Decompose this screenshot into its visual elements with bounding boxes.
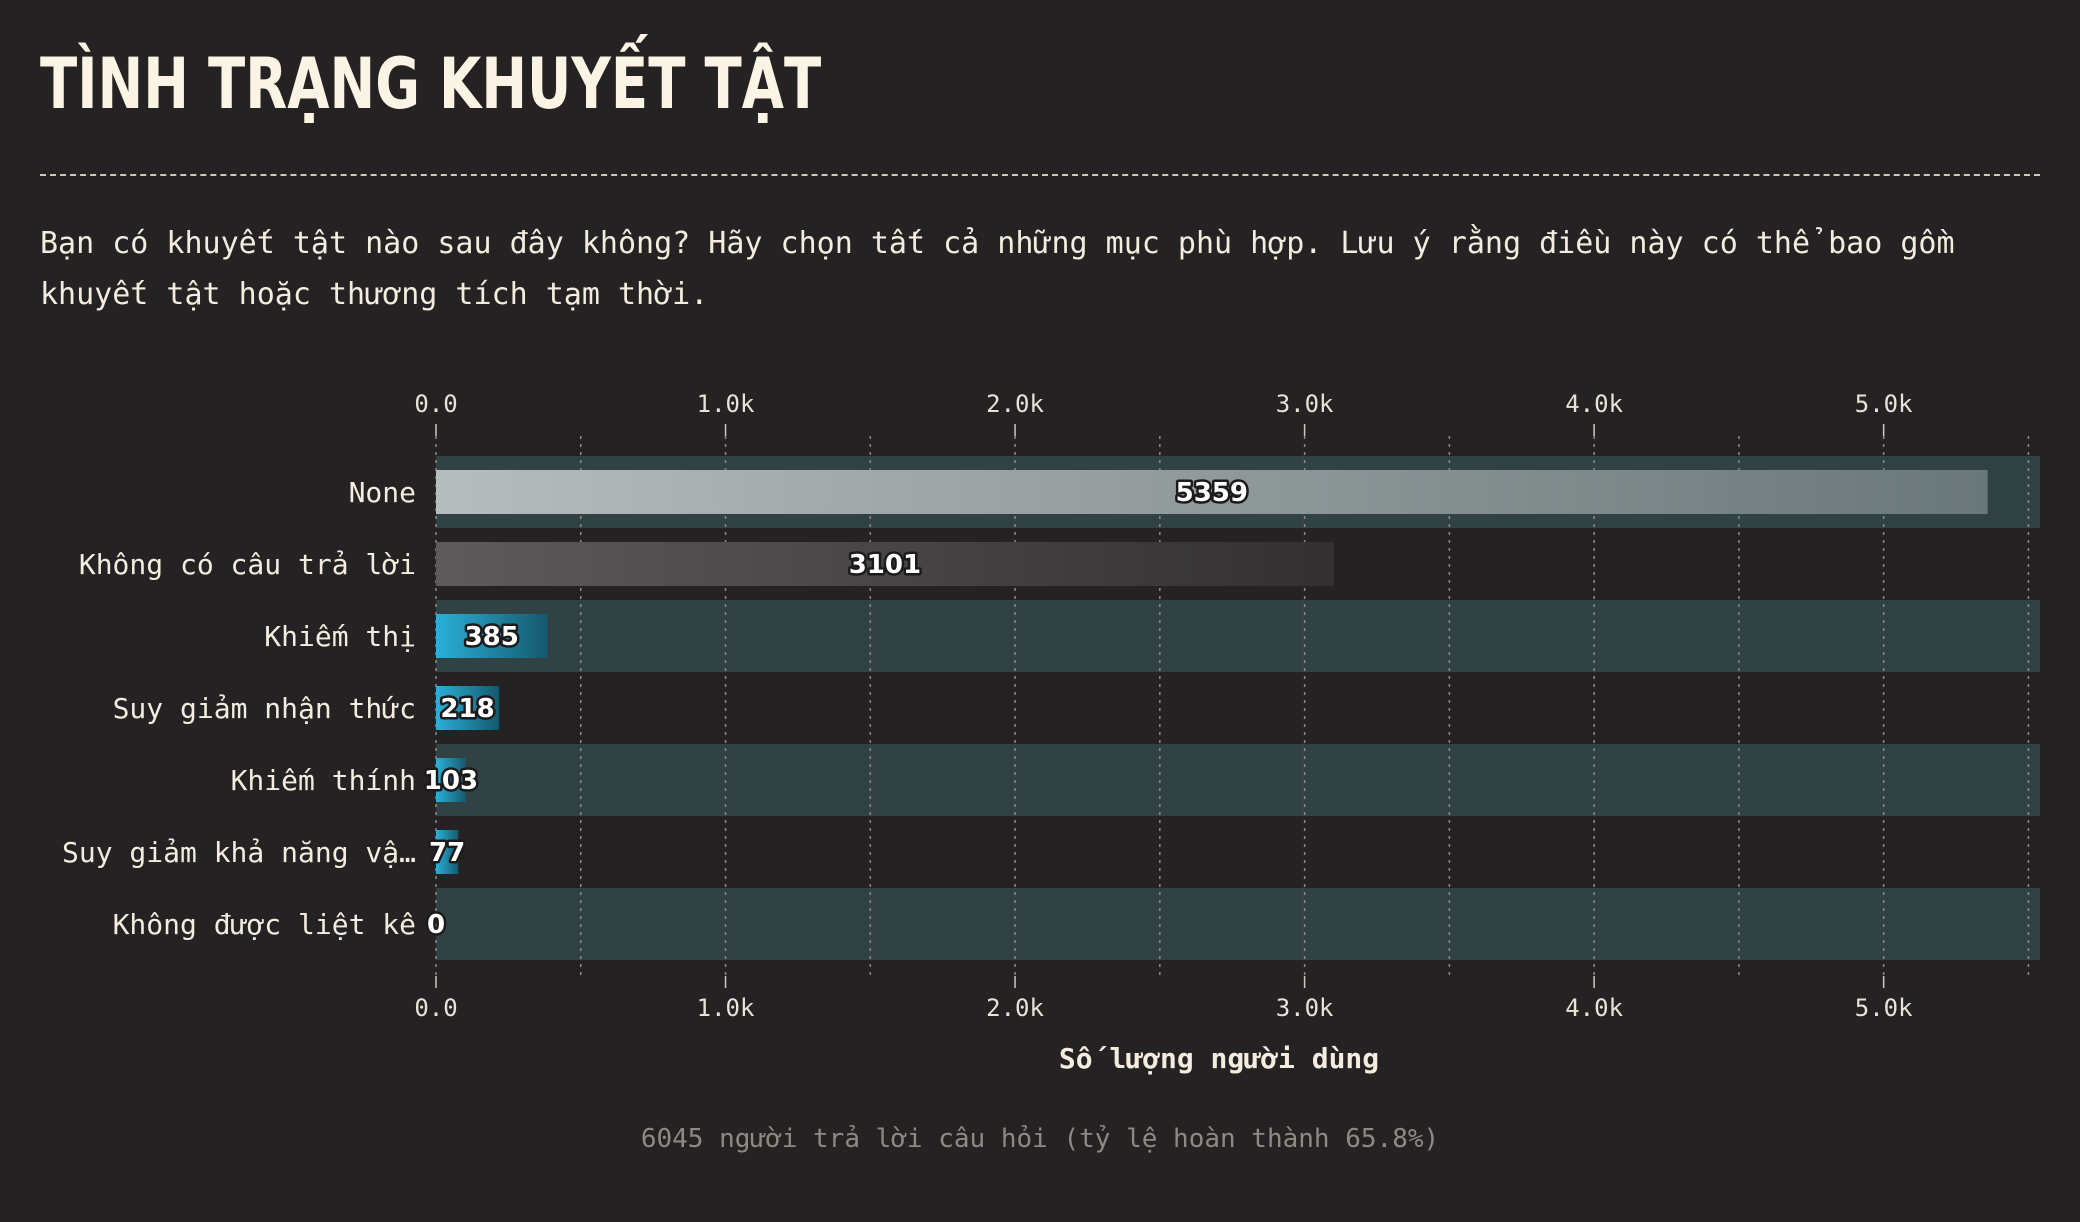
title-divider <box>40 174 2040 176</box>
bar <box>436 830 459 874</box>
category-label: Khiếm thính <box>231 764 416 797</box>
value-label: 3101 <box>849 550 921 580</box>
x-tick-label-top: 0.0 <box>414 390 457 418</box>
value-label: 103 <box>424 766 478 796</box>
category-label: Suy giảm khả năng vậ… <box>62 836 416 869</box>
value-label: 218 <box>440 694 494 724</box>
value-label: 0 <box>427 910 445 940</box>
category-label: Không được liệt kê <box>113 908 416 941</box>
x-tick-label-top: 4.0k <box>1565 390 1623 418</box>
x-tick-label-bottom: 1.0k <box>697 994 755 1022</box>
category-label: Khiếm thị <box>264 620 416 653</box>
chart-title: TÌNH TRẠNG KHUYẾT TẬT <box>40 43 822 125</box>
value-label: 385 <box>465 622 519 652</box>
category-label: None <box>349 476 416 509</box>
row-band <box>436 888 2040 960</box>
response-summary: 6045 người trả lời câu hỏi (tỷ lệ hoàn t… <box>640 1124 1440 1154</box>
x-tick-label-bottom: 3.0k <box>1276 994 1334 1022</box>
value-label: 5359 <box>1176 478 1248 508</box>
x-tick-label-top: 3.0k <box>1276 390 1334 418</box>
x-tick-label-bottom: 4.0k <box>1565 994 1623 1022</box>
question-text: Bạn có khuyết tật nào sau đây không? Hãy… <box>40 226 1955 312</box>
x-axis-title: Số lượng người dùng <box>1059 1042 1379 1075</box>
x-tick-label-bottom: 5.0k <box>1855 994 1913 1022</box>
bar <box>436 614 548 658</box>
category-label: Suy giảm nhận thức <box>113 692 416 725</box>
bar <box>436 758 466 802</box>
x-tick-label-bottom: 2.0k <box>986 994 1044 1022</box>
bar <box>436 686 500 730</box>
value-label: 77 <box>429 838 465 868</box>
row-band <box>436 744 2040 816</box>
x-tick-label-top: 5.0k <box>1855 390 1913 418</box>
row-band <box>436 600 2040 672</box>
bar <box>436 542 1334 586</box>
category-label: Không có câu trả lời <box>79 548 416 581</box>
x-tick-label-top: 1.0k <box>697 390 755 418</box>
x-tick-label-bottom: 0.0 <box>414 994 457 1022</box>
x-tick-label-top: 2.0k <box>986 390 1044 418</box>
bar <box>436 470 1988 514</box>
